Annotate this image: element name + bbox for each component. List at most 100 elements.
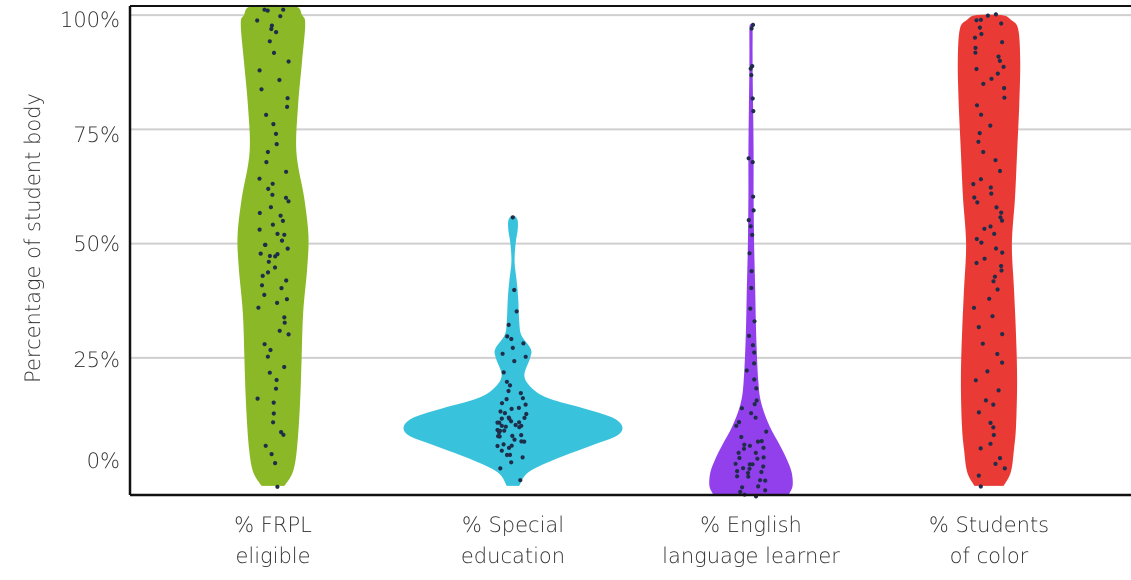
- data-point: [976, 410, 982, 415]
- data-point: [273, 131, 279, 136]
- data-point: [750, 232, 755, 237]
- data-point: [275, 252, 280, 257]
- data-point: [976, 325, 981, 330]
- data-point: [977, 25, 983, 30]
- data-point: [999, 268, 1004, 273]
- y-axis-title: Percentage of student body: [21, 93, 45, 383]
- data-point: [976, 139, 981, 144]
- data-point: [759, 469, 764, 475]
- data-point: [974, 236, 979, 242]
- data-point: [1000, 250, 1005, 255]
- data-point: [759, 439, 764, 444]
- data-point: [979, 240, 984, 245]
- data-point: [495, 427, 500, 433]
- data-point: [499, 401, 505, 406]
- data-point: [747, 462, 752, 467]
- data-point: [509, 406, 514, 411]
- data-point: [749, 26, 754, 31]
- data-point: [507, 452, 513, 457]
- data-point: [989, 191, 994, 196]
- data-point: [976, 473, 981, 478]
- data-point: [752, 402, 757, 407]
- data-point: [977, 131, 982, 136]
- data-point: [754, 386, 759, 391]
- data-point: [764, 429, 769, 434]
- data-point: [498, 409, 503, 414]
- data-point: [1000, 332, 1005, 337]
- data-point: [763, 478, 768, 483]
- data-point: [756, 484, 761, 489]
- data-point: [514, 309, 519, 314]
- data-point: [983, 398, 989, 403]
- violin-2: [403, 215, 623, 486]
- x-category-label-4-line1: % Students: [929, 513, 1049, 537]
- data-point: [737, 455, 742, 461]
- data-point: [263, 242, 268, 247]
- data-point: [981, 149, 986, 155]
- data-point: [263, 443, 268, 448]
- data-point: [752, 361, 757, 366]
- x-category-label-2-line1: % Special: [462, 513, 564, 537]
- data-point: [504, 452, 510, 458]
- x-category-label-1-line2: eligible: [235, 544, 310, 568]
- data-point: [497, 434, 502, 439]
- data-point: [258, 251, 263, 256]
- data-point: [271, 411, 276, 416]
- data-point: [978, 446, 983, 451]
- data-point: [990, 314, 995, 319]
- data-point: [982, 226, 987, 231]
- data-point: [752, 350, 757, 355]
- data-point: [255, 396, 260, 401]
- data-point: [985, 13, 991, 18]
- data-point: [997, 168, 1003, 174]
- data-point: [761, 464, 766, 469]
- data-point: [279, 238, 285, 243]
- data-point: [504, 379, 509, 384]
- data-point: [510, 345, 515, 350]
- data-point: [286, 59, 291, 64]
- data-point: [257, 68, 262, 73]
- data-point: [971, 305, 977, 310]
- data-point: [1002, 466, 1007, 471]
- data-point: [746, 218, 751, 223]
- y-tick-label-25: 25%: [73, 348, 120, 372]
- data-point: [992, 231, 997, 236]
- data-point: [271, 400, 276, 405]
- data-point: [519, 433, 524, 438]
- data-point: [761, 445, 766, 450]
- data-point: [758, 478, 763, 483]
- data-point: [979, 112, 984, 117]
- data-point: [277, 77, 282, 83]
- data-point: [286, 199, 291, 204]
- data-point: [512, 287, 517, 293]
- data-point: [270, 192, 275, 197]
- data-point: [509, 336, 514, 342]
- data-point: [751, 109, 756, 114]
- axes: [128, 5, 1131, 497]
- data-point: [763, 488, 768, 493]
- data-point: [262, 7, 267, 12]
- data-point: [271, 122, 276, 127]
- data-point: [991, 432, 996, 438]
- data-point: [499, 423, 504, 428]
- data-point: [259, 87, 264, 92]
- data-point: [733, 461, 738, 466]
- x-category-label-3-line1: % English: [700, 513, 802, 537]
- data-point: [735, 469, 740, 474]
- data-point: [1002, 86, 1007, 91]
- data-point: [978, 177, 984, 182]
- data-point: [502, 411, 507, 416]
- data-point: [264, 112, 269, 117]
- data-point: [1000, 40, 1005, 45]
- data-point: [978, 17, 984, 22]
- data-point: [275, 484, 280, 489]
- data-point: [999, 21, 1004, 26]
- data-point: [264, 160, 269, 165]
- data-point: [746, 333, 752, 338]
- data-point: [504, 397, 509, 402]
- data-point: [980, 341, 985, 346]
- data-point: [279, 286, 284, 291]
- y-tick-label-50: 50%: [73, 232, 120, 256]
- data-point: [997, 456, 1003, 461]
- data-point: [755, 456, 760, 461]
